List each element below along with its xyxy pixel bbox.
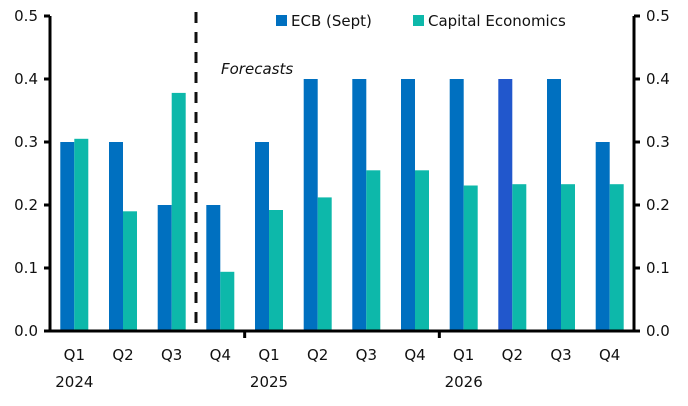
- x-tick-label: Q1: [258, 346, 279, 364]
- x-tick-label: Q4: [599, 346, 620, 364]
- x-tick-label: Q4: [404, 346, 425, 364]
- x-tick-label: Q2: [307, 346, 328, 364]
- bar-ecb-6: [352, 79, 367, 331]
- x-tick-label: Q3: [161, 346, 182, 364]
- bars-group: [60, 79, 624, 332]
- forecast-annotation: Forecasts: [221, 60, 293, 78]
- axes-group: 0.0 0.0 0.1 0.1 0.2 0.2 0.3 0.3 0.4 0.4 0.5 0.5 Q1 Q2…: [14, 7, 670, 391]
- legend-swatch-capital-economics: [413, 15, 424, 26]
- bar-capital-economics-7: [415, 170, 429, 331]
- bar-capital-economics-11: [609, 184, 624, 331]
- bar-capital-economics-5: [317, 197, 332, 331]
- bar-ecb-2: [157, 205, 172, 331]
- bar-capital-economics-3: [220, 271, 235, 331]
- y-tick-label-left: 0.5: [14, 7, 38, 25]
- bar-ecb-5: [303, 79, 318, 331]
- y-tick-label-right: 0.5: [646, 7, 670, 25]
- bar-capital-economics-0: [74, 138, 89, 331]
- x-tick-label: Q2: [502, 346, 523, 364]
- x-year-label: 2026: [445, 373, 483, 391]
- bar-capital-economics-1: [123, 211, 137, 331]
- x-tick-label: Q3: [550, 346, 571, 364]
- x-tick-label: Q2: [112, 346, 133, 364]
- bar-ecb-11: [595, 142, 610, 331]
- y-tick-label-left: 0.1: [14, 259, 38, 277]
- y-tick-label-left: 0.3: [14, 133, 38, 151]
- y-tick-label-right: 0.2: [646, 196, 670, 214]
- x-year-label: 2025: [250, 373, 288, 391]
- bar-ecb-9: [498, 79, 513, 331]
- bar-ecb-8: [449, 79, 464, 331]
- x-tick-label: Q4: [210, 346, 231, 364]
- y-tick-label-left: 0.4: [14, 70, 38, 88]
- bar-capital-economics-10: [561, 184, 575, 331]
- bar-capital-economics-8: [463, 185, 478, 331]
- y-tick-label-left: 0.2: [14, 196, 38, 214]
- legend-swatch-ecb: [276, 15, 287, 26]
- legend-label-capital-economics: Capital Economics: [428, 12, 566, 30]
- bar-capital-economics-2: [171, 92, 186, 332]
- bar-capital-economics-4: [269, 210, 283, 331]
- x-tick-label: Q1: [453, 346, 474, 364]
- y-tick-label-right: 0.1: [646, 259, 670, 277]
- x-tick-label: Q3: [356, 346, 377, 364]
- bar-capital-economics-9: [512, 184, 527, 331]
- bar-ecb-10: [547, 79, 561, 331]
- legend-label-ecb: ECB (Sept): [291, 12, 372, 30]
- bar-capital-economics-6: [366, 170, 381, 331]
- bar-ecb-0: [60, 142, 75, 331]
- y-tick-label-right: 0.0: [646, 322, 670, 340]
- x-year-label: 2024: [55, 373, 93, 391]
- y-tick-label-right: 0.3: [646, 133, 670, 151]
- x-tick-label: Q1: [64, 346, 85, 364]
- bar-ecb-3: [206, 205, 221, 331]
- bar-ecb-1: [109, 142, 123, 331]
- bar-ecb-4: [255, 142, 269, 331]
- y-tick-label-left: 0.0: [14, 322, 38, 340]
- legend: ECB (Sept) Capital Economics: [276, 12, 566, 30]
- bar-ecb-7: [401, 79, 415, 331]
- y-tick-label-right: 0.4: [646, 70, 670, 88]
